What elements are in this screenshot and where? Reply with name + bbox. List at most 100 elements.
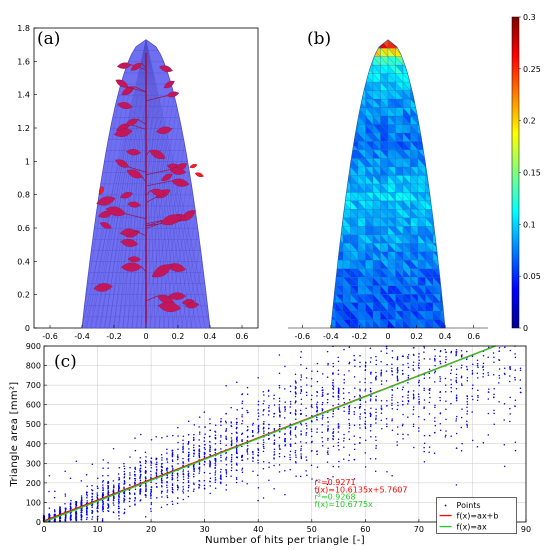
scatter-point — [300, 453, 302, 455]
scatter-point — [235, 437, 238, 440]
scatter-point — [160, 506, 163, 509]
heatmap-cell — [330, 268, 336, 278]
scatter-point — [391, 394, 394, 396]
scatter-point — [220, 448, 222, 450]
scatter-point — [294, 386, 297, 388]
scatter-point — [343, 382, 345, 384]
heatmap-cell — [357, 64, 366, 74]
scatter-point — [375, 359, 378, 362]
scatter-point — [171, 454, 174, 456]
scatter-point — [166, 476, 169, 479]
scatter-point — [230, 475, 232, 477]
scatter-point — [64, 517, 67, 520]
scatter-point — [86, 512, 88, 514]
scatter-point — [284, 388, 286, 390]
mesh-a-meridian-line — [145, 39, 197, 328]
scatter-point — [263, 447, 265, 449]
scatter-point — [117, 495, 120, 497]
heatmap-cell — [330, 141, 336, 151]
scatter-point — [182, 435, 185, 438]
heatmap-cell — [335, 39, 344, 49]
heatmap-cell — [330, 115, 336, 125]
scatter-point — [321, 416, 324, 418]
scatter-point — [402, 433, 404, 435]
scatter-point — [209, 422, 211, 425]
scatter-point — [504, 346, 506, 348]
heatmap-cell — [330, 158, 336, 168]
scatter-point — [359, 403, 362, 406]
scatter-point — [449, 372, 452, 375]
heatmap-cell — [330, 107, 336, 117]
scatter-point — [359, 381, 361, 383]
scatter-point — [166, 503, 168, 506]
scatter-point — [294, 380, 297, 382]
plant-branch — [145, 169, 170, 176]
scatter-point — [64, 493, 67, 495]
scatter-point — [326, 461, 329, 463]
scatter-point — [117, 484, 120, 487]
scatter-point — [102, 467, 104, 469]
scatter-point — [91, 516, 94, 518]
scatter-point — [321, 410, 324, 412]
scatter-point — [359, 436, 361, 439]
heatmap-cell — [342, 90, 351, 100]
scatter-point — [471, 387, 474, 390]
scatter-point — [102, 508, 104, 511]
scatter-point — [364, 364, 367, 367]
scatter-point — [370, 407, 372, 409]
scatter-point — [187, 443, 189, 445]
scatter-point — [102, 510, 104, 513]
panel-a-y-tick-label: 1 — [25, 157, 30, 166]
scatter-point — [182, 457, 184, 460]
scatter-point — [80, 501, 83, 504]
scatter-point — [353, 478, 356, 480]
scatter-point — [476, 363, 479, 365]
heatmap-cell — [432, 149, 441, 159]
scatter-point — [273, 398, 275, 400]
heatmap-cell — [417, 115, 426, 125]
scatter-point — [284, 401, 286, 403]
scatter-point — [139, 467, 142, 470]
scatter-point — [460, 375, 463, 378]
scatter-point — [472, 384, 474, 386]
scatter-point — [134, 449, 137, 452]
heatmap-cell — [330, 268, 336, 278]
scatter-point — [316, 403, 318, 405]
scatter-point — [487, 356, 489, 359]
scatter-point — [273, 429, 276, 431]
scatter-point — [123, 467, 126, 470]
scatter-point — [289, 468, 291, 471]
mesh-a-meridian-line — [145, 39, 174, 328]
scatter-point — [193, 483, 195, 486]
heatmap-cell — [425, 124, 434, 134]
scatter-point — [273, 464, 275, 467]
scatter-point — [397, 379, 399, 381]
scatter-point — [273, 412, 276, 415]
scatter-point — [273, 453, 276, 455]
scatter-point — [348, 430, 350, 433]
scatter-point — [332, 365, 335, 368]
scatter-point — [321, 393, 324, 395]
panel-c-y-tick-label: 0 — [36, 518, 41, 527]
scatter-point — [332, 392, 335, 394]
scatter-point — [251, 424, 254, 426]
heatmap-cell — [342, 48, 351, 57]
scatter-point — [455, 420, 457, 422]
heatmap-cell — [330, 124, 336, 134]
heatmap-cell — [342, 39, 351, 49]
scatter-point — [225, 471, 228, 473]
scatter-point — [155, 468, 158, 471]
scatter-point — [203, 437, 206, 439]
scatter-point — [423, 387, 425, 390]
scatter-point — [316, 370, 319, 373]
scatter-point — [284, 493, 286, 496]
scatter-point — [230, 443, 233, 445]
scatter-point — [289, 445, 292, 447]
scatter-point — [332, 379, 334, 381]
heatmap-cell — [330, 124, 336, 134]
scatter-point — [171, 486, 174, 489]
scatter-point — [117, 473, 120, 475]
heatmap-cell — [335, 124, 344, 134]
scatter-point — [305, 394, 308, 397]
scatter-point — [139, 490, 142, 492]
